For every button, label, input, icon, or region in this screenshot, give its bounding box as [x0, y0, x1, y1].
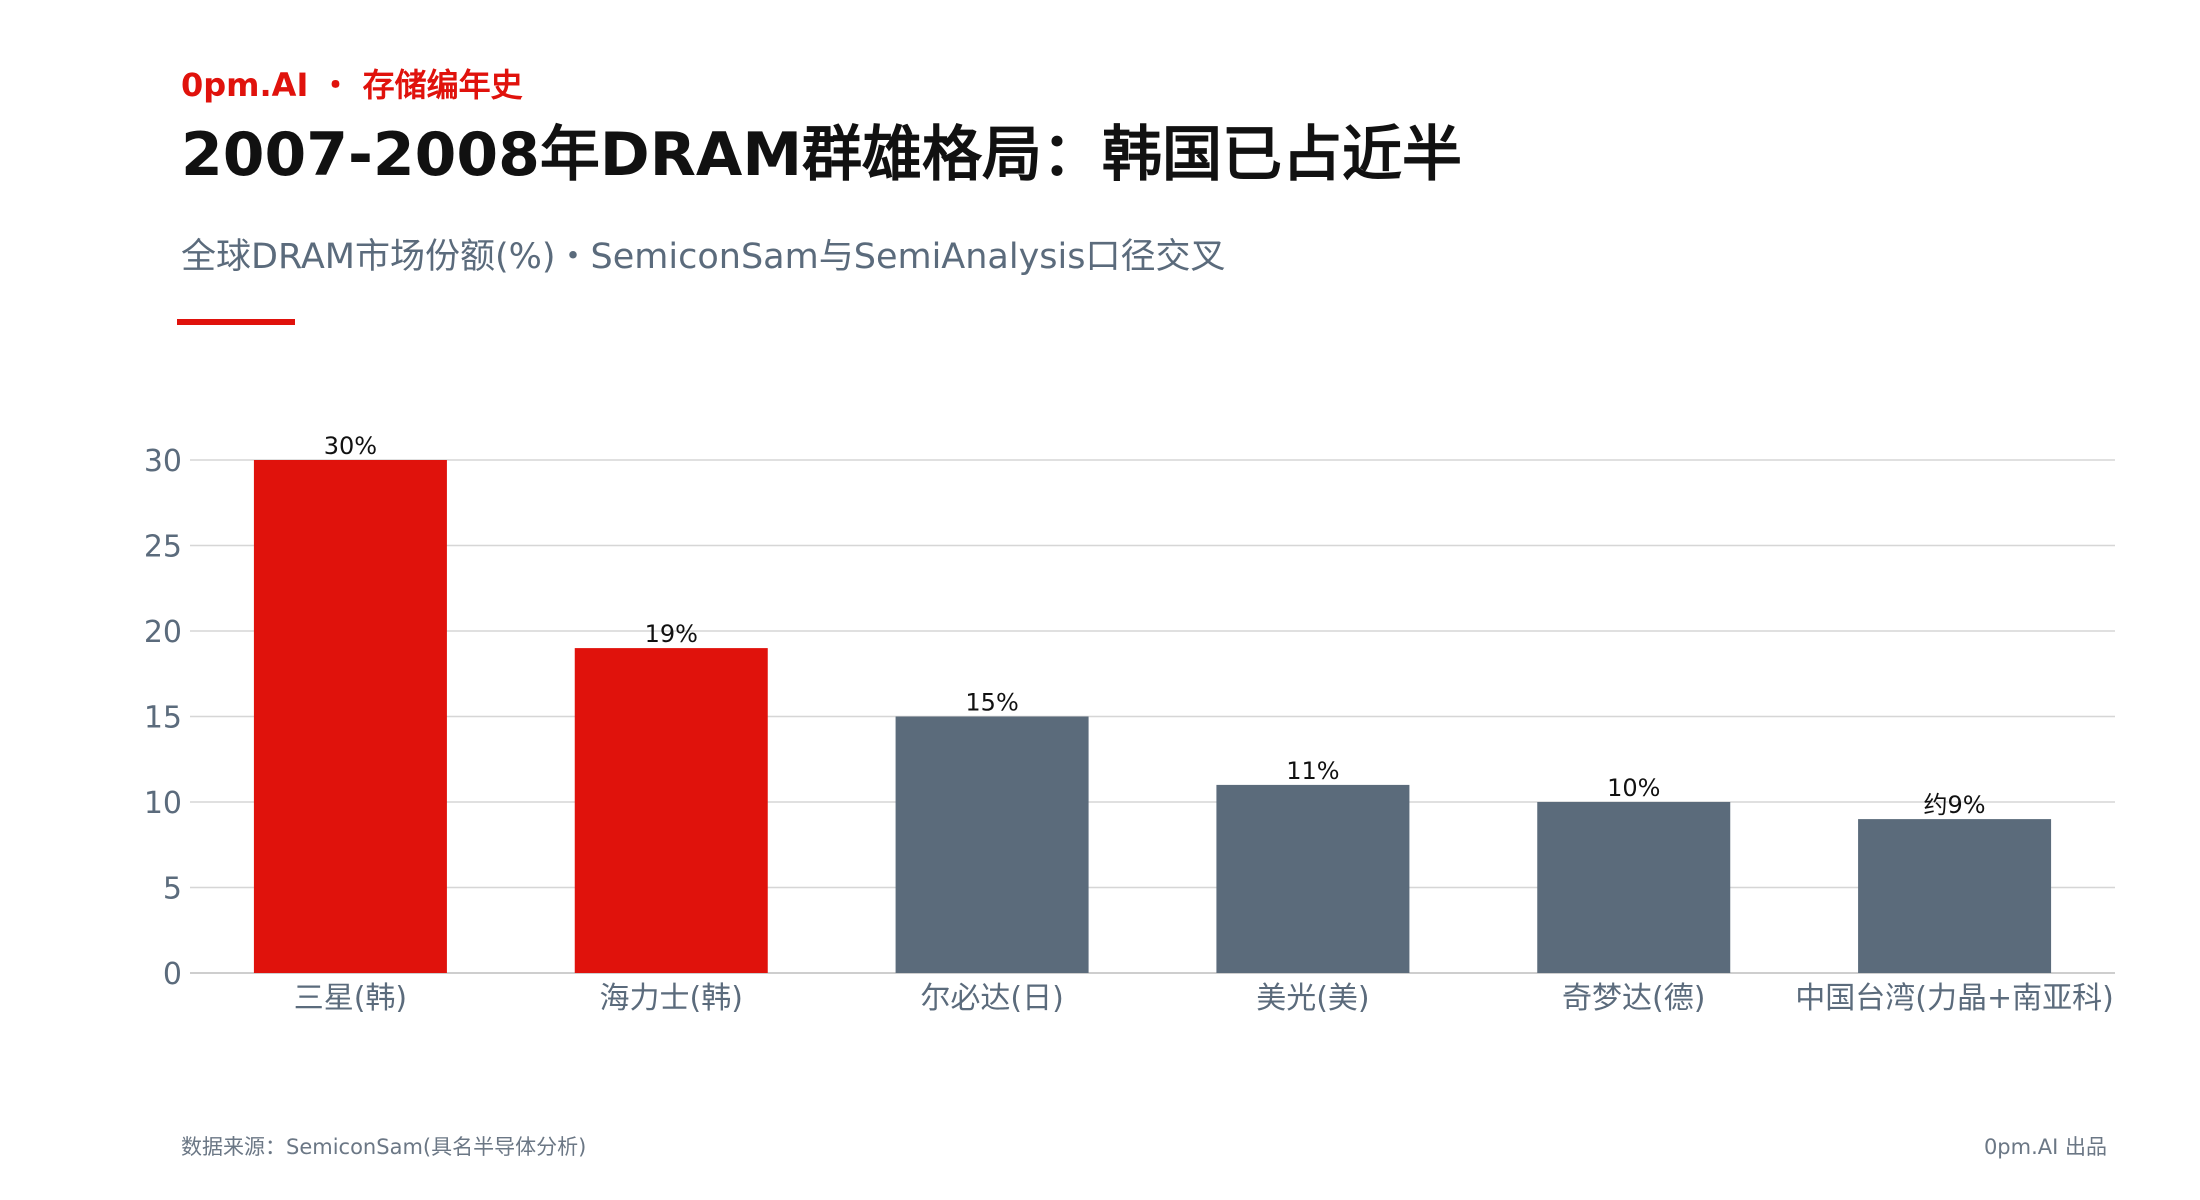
x-tick-label: 美光(美) [1256, 981, 1369, 1016]
x-tick-label: 尔必达(日) [920, 981, 1063, 1016]
y-tick-label: 25 [144, 530, 182, 565]
footer-source: 数据来源：SemiconSam(具名半导体分析) [181, 1135, 587, 1159]
page-subtitle: 全球DRAM市场份额(%)・SemiconSam与SemiAnalysis口径交… [181, 237, 1226, 277]
y-tick-label: 5 [163, 872, 182, 907]
brand-label: 0pm.AI ・ 存储编年史 [181, 66, 523, 104]
bar-series: 30% 19% 15% 11% 10% 约9% [253, 432, 2052, 973]
bar [1537, 802, 1731, 973]
page-title: 2007-2008年DRAM群雄格局：韩国已占近半 [181, 120, 1463, 190]
bar [895, 716, 1089, 973]
y-tick-label: 30 [144, 444, 182, 479]
data-label: 约9% [1924, 791, 1986, 819]
x-tick-label: 海力士(韩) [600, 981, 743, 1016]
data-label: 15% [965, 689, 1018, 717]
footer-credit: 0pm.AI 出品 [1983, 1135, 2107, 1159]
bar [253, 460, 447, 973]
x-tick-label: 三星(韩) [294, 981, 407, 1016]
data-label: 19% [645, 620, 698, 648]
y-tick-label: 10 [144, 786, 182, 821]
x-tick-label: 中国台湾(力晶+南亚科) [1795, 981, 2114, 1016]
y-tick-label: 15 [144, 701, 182, 736]
bar [574, 648, 768, 973]
y-axis: 0 5 10 15 20 25 30 [144, 444, 182, 992]
y-tick-label: 20 [144, 615, 182, 650]
y-tick-label: 0 [163, 957, 182, 992]
x-tick-label: 奇梦达(德) [1562, 981, 1705, 1016]
accent-rule [177, 319, 295, 325]
bar [1858, 819, 2052, 973]
x-axis: 三星(韩) 海力士(韩) 尔必达(日) 美光(美) 奇梦达(德) 中国台湾(力晶+南亚科) [294, 981, 2114, 1016]
bar [1216, 784, 1410, 973]
data-label: 30% [324, 432, 377, 460]
grid-layer [190, 459, 2115, 974]
data-label: 11% [1286, 757, 1339, 785]
data-label: 10% [1607, 774, 1660, 802]
